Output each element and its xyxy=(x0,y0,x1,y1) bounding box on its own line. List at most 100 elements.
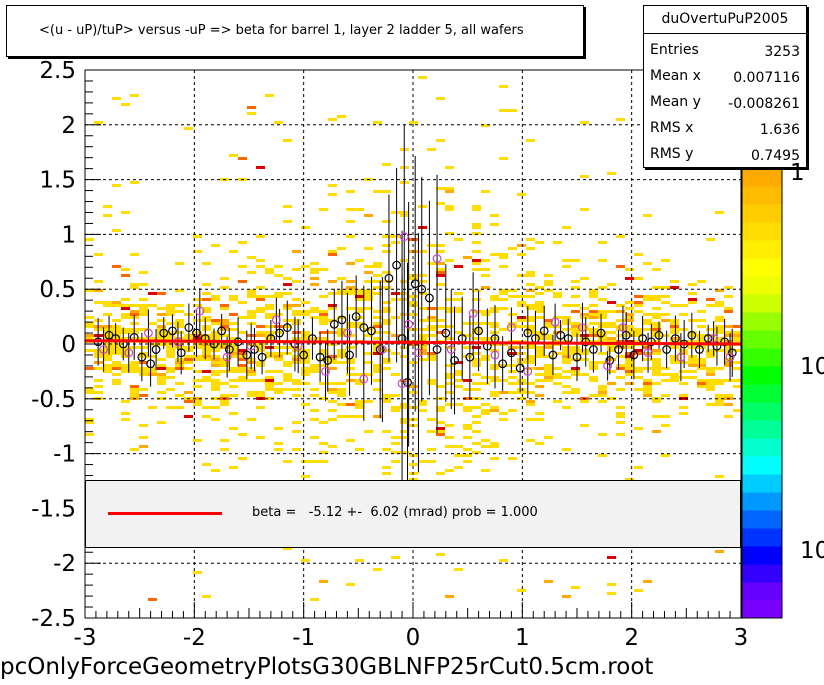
histogram-cell xyxy=(715,340,724,343)
histogram-cell xyxy=(562,595,571,598)
histogram-cell xyxy=(418,358,427,361)
y-tick-label: -1.5 xyxy=(31,496,76,522)
histogram-cell xyxy=(688,376,697,379)
y-tick-label: -0.5 xyxy=(31,387,76,413)
histogram-cell xyxy=(535,418,544,421)
data-point xyxy=(337,315,347,325)
histogram-cell xyxy=(580,400,589,403)
histogram-cell xyxy=(499,328,508,331)
histogram-cell xyxy=(148,367,157,370)
histogram-cell xyxy=(544,376,553,379)
histogram-cell xyxy=(472,382,481,385)
histogram-cell xyxy=(94,391,103,394)
histogram-cell xyxy=(454,403,463,406)
histogram-cell xyxy=(301,301,310,304)
histogram-cell xyxy=(409,295,418,298)
histogram-cell xyxy=(553,241,562,244)
histogram-cell xyxy=(499,109,508,112)
histogram-cell xyxy=(652,367,661,370)
histogram-cell xyxy=(607,172,616,175)
histogram-cell xyxy=(715,400,724,403)
histogram-cell xyxy=(94,367,103,370)
histogram-cell xyxy=(643,313,652,316)
histogram-cell xyxy=(409,121,418,124)
histogram-cell xyxy=(364,334,373,337)
histogram-cell xyxy=(616,319,625,322)
stats-row-mean-y: Mean y -0.008261 xyxy=(650,90,800,116)
histogram-cell xyxy=(463,448,472,451)
histogram-cell xyxy=(112,184,121,187)
histogram-cell xyxy=(436,409,445,412)
histogram-cell xyxy=(544,283,553,286)
histogram-cell xyxy=(463,355,472,358)
histogram-cell xyxy=(472,250,481,253)
histogram-cell xyxy=(274,295,283,298)
histogram-cell xyxy=(355,406,364,409)
data-point xyxy=(687,330,697,340)
histogram-cell xyxy=(445,469,454,472)
histogram-cell xyxy=(733,349,742,352)
histogram-cell xyxy=(310,271,319,274)
histogram-cell xyxy=(274,358,283,361)
histogram-cell xyxy=(580,277,589,280)
histogram-cell xyxy=(598,388,607,391)
histogram-cell xyxy=(94,301,103,304)
histogram-cell xyxy=(202,307,211,310)
histogram-cell xyxy=(274,313,283,316)
histogram-cell xyxy=(157,334,166,337)
histogram-cell xyxy=(85,238,94,241)
histogram-cell xyxy=(292,250,301,253)
histogram-cell xyxy=(265,325,274,328)
histogram-cell xyxy=(481,403,490,406)
histogram-cell xyxy=(211,337,220,340)
histogram-cell xyxy=(571,388,580,391)
histogram-cell xyxy=(247,310,256,313)
histogram-cell xyxy=(652,322,661,325)
histogram-cell xyxy=(688,301,697,304)
histogram-cell xyxy=(220,328,229,331)
histogram-cell xyxy=(85,367,94,370)
histogram-cell xyxy=(580,424,589,427)
histogram-cell xyxy=(256,349,265,352)
histogram-cell xyxy=(661,295,670,298)
histogram-cell xyxy=(265,304,274,307)
histogram-cell xyxy=(328,331,337,334)
histogram-cell xyxy=(697,379,706,382)
histogram-cell xyxy=(706,298,715,301)
histogram-cell xyxy=(454,331,463,334)
histogram-cell xyxy=(238,157,247,160)
data-point xyxy=(432,254,442,263)
histogram-cell xyxy=(562,259,571,262)
histogram-cell xyxy=(166,367,175,370)
histogram-cell xyxy=(652,313,661,316)
histogram-cell xyxy=(166,331,175,334)
histogram-cell xyxy=(355,415,364,418)
histogram-cell xyxy=(571,295,580,298)
histogram-cell xyxy=(382,331,391,334)
histogram-cell xyxy=(319,322,328,325)
histogram-cell xyxy=(670,358,679,361)
histogram-cell xyxy=(652,307,661,310)
histogram-cell xyxy=(382,367,391,370)
histogram-cell xyxy=(733,340,742,343)
histogram-cell xyxy=(661,301,670,304)
histogram-cell xyxy=(499,298,508,301)
data-point xyxy=(695,345,704,354)
histogram-cell xyxy=(103,325,112,328)
histogram-cell xyxy=(103,367,112,370)
histogram-cell xyxy=(733,331,742,334)
histogram-cell xyxy=(274,355,283,358)
histogram-cell xyxy=(373,331,382,334)
histogram-cell xyxy=(382,286,391,289)
histogram-cell xyxy=(544,367,553,370)
data-point xyxy=(572,352,582,362)
histogram-cell xyxy=(715,289,724,292)
histogram-cell xyxy=(139,373,148,376)
histogram-cell xyxy=(427,448,436,451)
histogram-cell xyxy=(346,325,355,328)
histogram-cell xyxy=(121,355,130,358)
histogram-cell xyxy=(211,397,220,400)
histogram-cell xyxy=(427,334,436,337)
histogram-cell xyxy=(472,223,481,226)
histogram-cell xyxy=(373,349,382,352)
